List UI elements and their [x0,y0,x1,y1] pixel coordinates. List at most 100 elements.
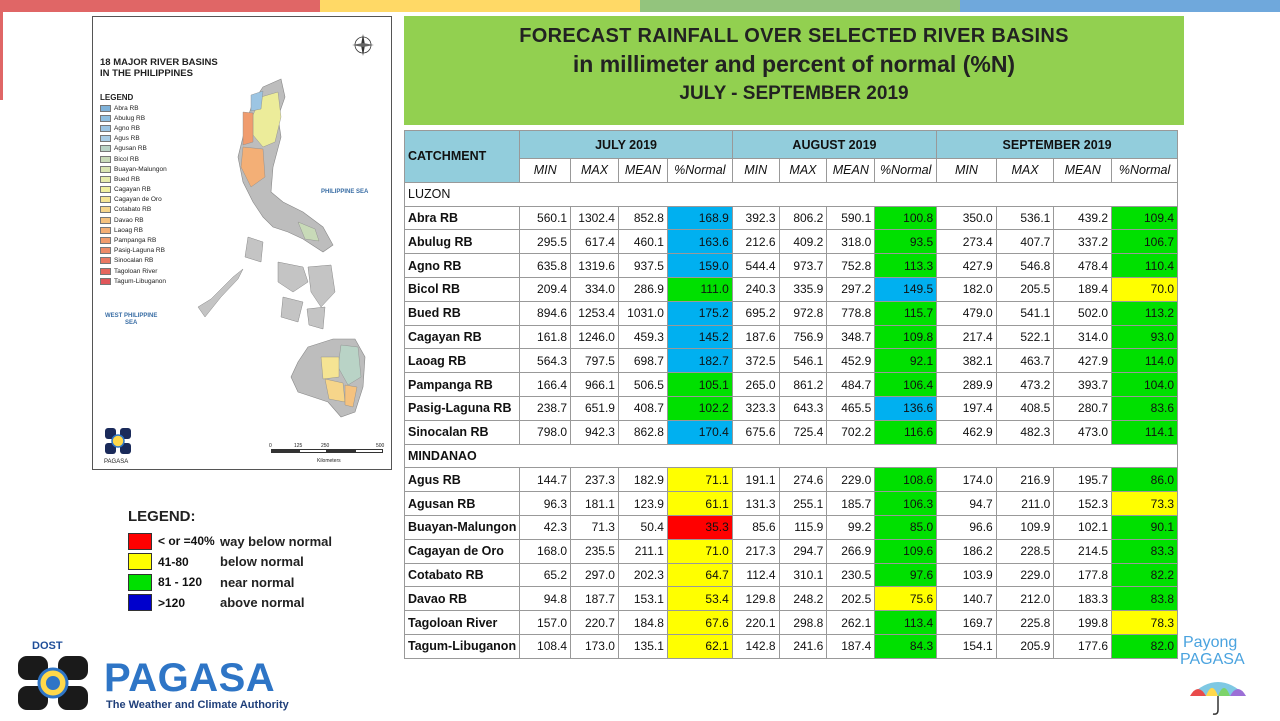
title-line2: in millimeter and percent of normal (%N) [572,51,1016,77]
subcol-header: %Normal [666,158,733,183]
percent-normal-cell: 109.6 [874,538,938,564]
percent-normal-cell: 116.6 [874,419,938,445]
top-bar-segment [320,0,640,12]
value-cell: 310.1 [778,562,828,588]
value-cell: 635.8 [519,253,572,278]
value-cell: 187.6 [731,324,780,350]
table-row: Agus RB 144.7 237.3 182.9 71.1 191.1 274.6 229.… [403,467,1178,493]
catchment-name: Abulug RB [403,229,521,255]
value-cell: 937.5 [617,253,668,278]
north-arrow-icon [351,33,375,62]
legend-swatch [128,594,152,612]
value-cell: 108.4 [519,633,572,659]
percent-normal-cell: 168.9 [666,205,733,231]
value-cell: 408.7 [617,395,668,421]
catchment-name: Tagoloan River [403,610,521,635]
map-legend-item: Pasig-Laguna RB [100,246,167,256]
value-cell: 235.5 [570,538,619,564]
percent-normal-cell: 114.0 [1111,348,1178,374]
group-label: LUZON [404,181,1178,207]
value-cell: 96.6 [936,514,997,540]
value-cell: 42.3 [519,514,572,540]
value-cell: 564.3 [519,348,572,374]
map-legend-label: Sinocalan RB [114,257,154,265]
map-legend-label: Abra RB [114,104,139,112]
table-row: Sinocalan RB 798.0 942.3 862.8 170.4 675.6 725… [403,419,1178,445]
percent-normal-cell: 106.4 [874,372,938,397]
philippines-map-illustration [197,78,366,418]
value-cell: 214.5 [1053,538,1113,564]
value-cell: 323.3 [731,395,780,421]
value-cell: 187.4 [826,633,876,659]
value-cell: 862.8 [617,419,668,445]
percent-normal-cell: 106.7 [1111,229,1178,255]
value-cell: 702.2 [826,419,876,445]
table-row: Agusan RB 96.3 181.1 123.9 61.1 131.3 255.1 185… [403,491,1178,516]
sea-west-line2: SEA [125,320,138,326]
value-cell: 262.1 [826,610,876,635]
map-legend-swatch [100,124,111,132]
value-cell: 484.7 [826,372,876,397]
map-legend-swatch [100,257,111,265]
value-cell: 174.0 [936,467,997,493]
map-pagasa-logo-icon [103,426,133,461]
map-legend-item: Cagayan de Oro [100,195,167,205]
value-cell: 142.8 [731,633,780,659]
map-legend-item: Agno RB [100,123,167,133]
map-legend-swatch [100,186,111,194]
catchment-name: Davao RB [403,586,521,612]
value-cell: 482.3 [995,419,1055,445]
value-cell: 590.1 [826,205,876,231]
value-cell: 273.4 [936,229,997,255]
map-legend-item: Tagoloan River [100,266,167,276]
map-legend-item: Cotabato RB [100,205,167,215]
value-cell: 154.1 [936,633,997,659]
subcol-header: %Normal [874,158,938,183]
value-cell: 463.7 [995,348,1055,374]
legend-swatch [128,553,152,571]
map-legend-swatch [100,247,111,255]
map-legend-label: Abulug RB [114,114,146,122]
map-legend-swatch [100,114,111,122]
subcol-header: MEAN [1053,158,1113,183]
river-basin-map: 18 MAJOR RIVER BASINS IN THE PHILIPPINES… [92,16,392,470]
scale-unit: Kilometers [317,458,341,464]
value-cell: 752.8 [826,253,876,278]
value-cell: 230.5 [826,562,876,588]
catchment-name: Pampanga RB [403,372,521,397]
sea-west-line1: WEST PHILIPPINE [105,313,158,319]
payong-label-line1: Payong [1183,634,1238,651]
map-logo-text: PAGASA [104,459,129,465]
map-legend-swatch [100,175,111,183]
percent-normal-cell: 111.0 [666,276,733,302]
value-cell: 698.7 [617,348,668,374]
percent-normal-cell: 35.3 [666,514,733,540]
value-cell: 202.5 [826,586,876,612]
value-cell: 140.7 [936,586,997,612]
color-legend: LEGEND: < or =40% way below normal 41-80 be… [128,508,332,613]
value-cell: 806.2 [778,205,828,231]
dost-label: DOST [32,640,63,652]
percent-normal-cell: 108.6 [874,467,938,493]
table-row: Cagayan RB 161.8 1246.0 459.3 145.2 187.6 756.… [403,324,1178,350]
map-legend-item: Abra RB [100,103,167,113]
value-cell: 182.0 [936,276,997,302]
map-legend-swatch [100,277,111,285]
table-row: Cagayan de Oro 168.0 235.5 211.1 71.0 217.3 29… [403,538,1178,564]
catchment-name: Tagum-Libuganon [403,633,521,659]
group-label: MINDANAO [404,443,1178,469]
value-cell: 297.0 [570,562,619,588]
value-cell: 265.0 [731,372,780,397]
value-cell: 195.7 [1053,467,1113,493]
legend-swatch [128,532,152,550]
legend-range: < or =40% [158,534,215,549]
map-legend-label: Agusan RB [114,145,147,153]
value-cell: 942.3 [570,419,619,445]
value-cell: 169.7 [936,610,997,635]
value-cell: 546.8 [995,253,1055,278]
map-legend-item: Buayan-Malungon [100,164,167,174]
map-legend-label: Pasig-Laguna RB [114,247,165,255]
percent-normal-cell: 64.7 [666,562,733,588]
percent-normal-cell: 92.1 [874,348,938,374]
value-cell: 439.2 [1053,205,1113,231]
